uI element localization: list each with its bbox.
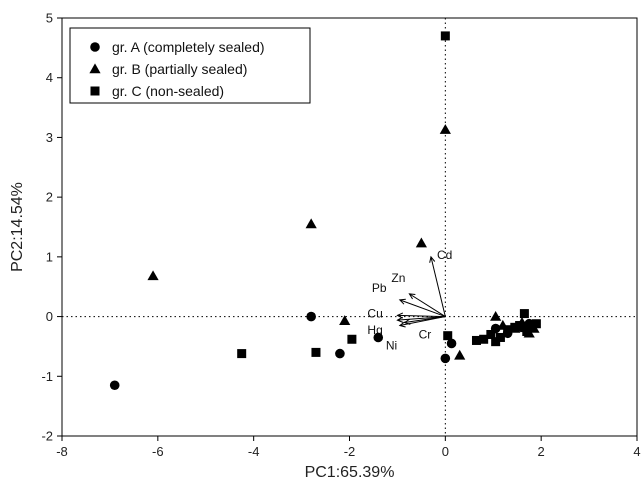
x-tick-label: 0 <box>442 444 449 459</box>
legend-box <box>69 27 311 104</box>
y-axis: -2 -1 0 1 2 3 4 5 <box>41 11 62 444</box>
data-point <box>527 321 537 331</box>
y-axis-title: PC2:14.54% <box>9 182 26 272</box>
data-point <box>306 311 316 322</box>
legend: gr. A (completely sealed) gr. B (partiall… <box>69 27 311 104</box>
data-point <box>443 331 453 341</box>
data-point <box>147 270 159 281</box>
x-tick-label: 4 <box>633 444 640 459</box>
y-tick-label: -1 <box>41 369 53 384</box>
data-point <box>335 348 345 359</box>
x-axis-title: PC1:65.39% <box>305 464 395 481</box>
loading-label-ni: Ni <box>386 339 397 353</box>
series-3 <box>237 31 541 359</box>
x-tick-label: -4 <box>248 444 260 459</box>
data-point <box>531 319 541 329</box>
arrowhead <box>396 316 404 323</box>
series-2 <box>147 124 540 360</box>
legend-marker-circle <box>90 42 100 52</box>
data-point <box>339 315 351 325</box>
data-point <box>440 31 450 41</box>
data-point <box>486 329 496 339</box>
data-point <box>495 332 505 342</box>
data-point <box>522 327 532 336</box>
data-point <box>415 237 427 248</box>
data-point <box>373 332 384 343</box>
data-point <box>503 325 513 335</box>
y-tick-label: 5 <box>46 11 53 26</box>
loading-label-zn: Zn <box>391 271 405 285</box>
y-tick-label: 1 <box>46 249 53 264</box>
x-tick-label: -2 <box>344 444 356 459</box>
loading-label-pb: Pb <box>372 281 387 295</box>
arrowhead <box>429 255 436 263</box>
x-tick-label: 2 <box>538 444 545 459</box>
arrowhead <box>398 321 406 328</box>
data-point <box>471 335 481 345</box>
loading-arrow-zn <box>409 293 446 317</box>
loading-arrow-pb <box>399 299 446 318</box>
legend-marker-triangle <box>89 63 101 74</box>
legend-label: gr. C (non-sealed) <box>112 83 224 99</box>
y-tick-label: 3 <box>46 130 53 145</box>
loading-arrow-ni <box>399 316 446 327</box>
y-tick-label: -2 <box>41 429 53 444</box>
reference-lines <box>62 18 637 436</box>
legend-marker-square <box>90 86 100 96</box>
data-point <box>347 334 357 344</box>
data-point <box>519 309 529 319</box>
y-tick-label: 0 <box>46 309 53 324</box>
legend-label: gr. B (partially sealed) <box>112 61 247 77</box>
y-tick-label: 2 <box>46 190 53 205</box>
arrowhead <box>398 298 406 305</box>
arrowhead <box>396 312 404 319</box>
data-point <box>479 334 489 344</box>
arrowhead <box>408 293 416 300</box>
loading-label-cd: Cd <box>437 248 452 262</box>
loading-arrow-cd <box>430 256 446 317</box>
loading-arrow-cu <box>397 314 446 318</box>
data-point <box>439 124 451 134</box>
legend-label: gr. A (completely sealed) <box>112 39 265 55</box>
data-point <box>237 349 247 359</box>
data-point <box>440 353 451 364</box>
data-point <box>454 349 466 360</box>
loading-label-cu: Cu <box>367 306 382 320</box>
data-point <box>490 310 502 321</box>
loading-arrow-hg <box>397 316 446 321</box>
x-tick-label: -8 <box>56 444 68 459</box>
data-points <box>109 31 541 391</box>
data-point <box>491 337 501 347</box>
y-tick-label: 4 <box>46 70 53 85</box>
loading-label-cr: Cr <box>419 328 432 342</box>
x-tick-label: -6 <box>152 444 164 459</box>
data-point <box>109 380 120 391</box>
data-point <box>446 338 457 349</box>
data-point <box>305 218 317 229</box>
data-point <box>515 321 525 331</box>
data-point <box>510 322 520 332</box>
data-point <box>311 347 321 357</box>
series-1 <box>109 311 534 391</box>
x-axis: -8 -6 -4 -2 0 2 4 <box>56 436 641 459</box>
